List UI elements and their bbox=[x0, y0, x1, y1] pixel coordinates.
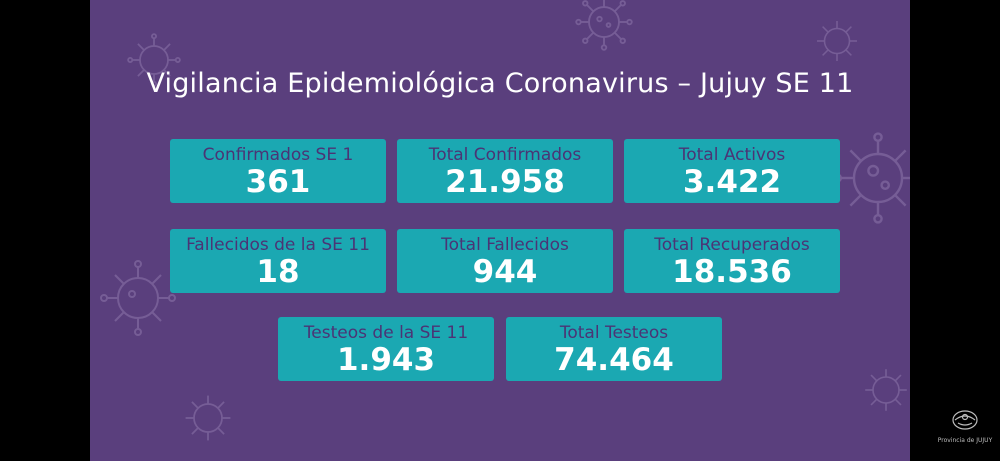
provincia-logo: Provincia de JUJUY bbox=[936, 408, 994, 448]
stat-card-confirmados-se: Confirmados SE 1 361 bbox=[170, 139, 386, 203]
stat-value: 18.536 bbox=[672, 254, 792, 290]
stat-label: Fallecidos de la SE 11 bbox=[186, 235, 370, 255]
stat-card-total-confirmados: Total Confirmados 21.958 bbox=[397, 139, 613, 203]
virus-icon bbox=[185, 395, 231, 441]
virus-icon bbox=[575, 0, 633, 51]
virus-icon bbox=[100, 260, 176, 336]
virus-icon bbox=[832, 132, 910, 224]
stat-value: 18 bbox=[256, 254, 300, 290]
stat-label: Total Testeos bbox=[559, 323, 669, 343]
stat-label: Testeos de la SE 11 bbox=[303, 323, 469, 343]
stat-label: Confirmados SE 1 bbox=[202, 145, 354, 165]
logo-text: Provincia de JUJUY bbox=[937, 437, 993, 444]
stat-label: Total Fallecidos bbox=[441, 235, 569, 255]
stat-card-total-activos: Total Activos 3.422 bbox=[624, 139, 840, 203]
stat-card-total-testeos: Total Testeos 74.464 bbox=[506, 317, 722, 381]
virus-icon bbox=[865, 369, 907, 411]
stat-value: 944 bbox=[472, 254, 538, 290]
stat-card-total-recuperados: Total Recuperados 18.536 bbox=[624, 229, 840, 293]
stat-value: 361 bbox=[245, 164, 311, 200]
page-title: Vigilancia Epidemiológica Coronavirus – … bbox=[146, 68, 854, 99]
stat-value: 3.422 bbox=[682, 164, 782, 200]
stat-value: 1.943 bbox=[336, 342, 436, 378]
stat-value: 21.958 bbox=[445, 164, 565, 200]
stat-label: Total Activos bbox=[678, 145, 786, 165]
stat-label: Total Recuperados bbox=[654, 235, 810, 255]
infographic-slide: Vigilancia Epidemiológica Coronavirus – … bbox=[90, 0, 910, 461]
provincia-seal-icon bbox=[952, 410, 978, 430]
stat-card-fallecidos-se: Fallecidos de la SE 11 18 bbox=[170, 229, 386, 293]
stat-value: 74.464 bbox=[554, 342, 674, 378]
virus-icon bbox=[127, 33, 181, 87]
stat-card-total-fallecidos: Total Fallecidos 944 bbox=[397, 229, 613, 293]
stat-label: Total Confirmados bbox=[428, 145, 582, 165]
stat-card-testeos-se: Testeos de la SE 11 1.943 bbox=[278, 317, 494, 381]
virus-icon bbox=[817, 21, 857, 61]
